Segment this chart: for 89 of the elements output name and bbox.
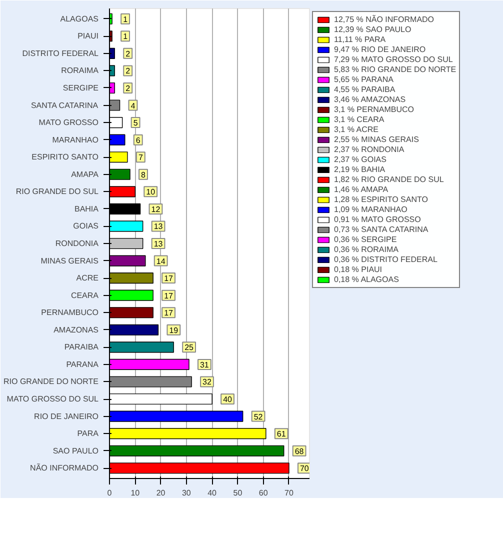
legend-label: 1,09 % MARANHAO — [334, 205, 408, 214]
data-label: 2 — [126, 49, 131, 58]
y-tick-label: MINAS GERAIS — [40, 256, 99, 266]
y-tick-label: RORAIMA — [61, 66, 100, 76]
legend-label: 0,18 % ALAGOAS — [334, 275, 399, 284]
legend-label: 4,55 % PARAIBA — [334, 85, 396, 94]
x-tick-label: 70 — [284, 488, 294, 498]
data-label: 1 — [123, 32, 128, 42]
data-label: 8 — [141, 170, 146, 180]
legend-label: 3,1 % PERNAMBUCO — [334, 105, 414, 114]
y-tick-label: PIAUI — [78, 32, 99, 41]
legend-label: 2,55 % MINAS GERAIS — [334, 135, 419, 144]
legend-label: 3,46 % AMAZONAS — [334, 95, 406, 104]
data-label: 1 — [123, 14, 128, 24]
legend-label: 7,29 % MATO GROSSO DO SUL — [334, 55, 453, 64]
legend-label: 1,82 % RIO GRANDE DO SUL — [334, 175, 444, 184]
x-tick-label: 10 — [130, 488, 140, 498]
legend-label: 9,47 % RIO DE JANEIRO — [334, 45, 426, 54]
data-label: 17 — [164, 308, 174, 318]
y-tick-label: MATO GROSSO — [38, 118, 99, 128]
legend-label: 2,37 % RONDONIA — [334, 145, 404, 154]
data-label: 25 — [184, 343, 194, 352]
data-label: 17 — [164, 274, 174, 284]
data-label: 2 — [126, 84, 131, 93]
y-tick-label: GOIAS — [73, 222, 99, 231]
legend-label: 0,18 % PIAUI — [334, 265, 382, 274]
legend-label: 0,36 % RORAIMA — [334, 245, 398, 254]
data-label: 31 — [200, 360, 210, 370]
data-label: 17 — [164, 291, 174, 300]
data-label: 19 — [169, 326, 179, 335]
y-tick-label: ACRE — [76, 274, 99, 283]
y-tick-label: SERGIPE — [62, 83, 99, 92]
legend-label: 0,91 % MATO GROSSO — [334, 215, 421, 224]
x-tick-label: 50 — [233, 488, 243, 498]
legend-label: 1,28 % ESPIRITO SANTO — [334, 195, 428, 204]
y-tick-label: SAO PAULO — [52, 446, 99, 456]
data-label: 6 — [136, 136, 141, 145]
x-tick-label: 60 — [258, 488, 268, 498]
y-tick-label: SANTA CATARINA — [30, 100, 99, 110]
y-tick-label: AMAZONAS — [54, 325, 99, 334]
x-tick-label: 20 — [156, 488, 166, 498]
data-label: 40 — [223, 395, 233, 404]
y-tick-label: MARANHAO — [52, 135, 99, 144]
legend-label: 0,36 % SERGIPE — [334, 235, 397, 244]
legend-label: 1,46 % AMAPA — [334, 185, 388, 194]
legend-label: 5,83 % RIO GRANDE DO NORTE — [334, 65, 456, 74]
data-label: 70 — [300, 464, 310, 474]
data-label: 5 — [133, 118, 138, 128]
legend-label: 12,39 % SAO PAULO — [334, 25, 412, 34]
legend-label: 2,37 % GOIAS — [334, 155, 386, 164]
y-tick-label: PERNAMBUCO — [41, 308, 99, 318]
y-tick-label: CEARA — [70, 290, 100, 300]
y-tick-label: AMAPA — [71, 170, 100, 179]
y-tick-label: NÃO INFORMADO — [30, 462, 99, 473]
x-tick-label: 0 — [107, 488, 112, 498]
x-tick-label: 30 — [182, 488, 192, 498]
data-label: 4 — [130, 101, 136, 110]
y-tick-label: MATO GROSSO DO SUL — [6, 394, 100, 404]
x-tick-label: 40 — [208, 488, 218, 498]
y-tick-label: DISTRITO FEDERAL — [22, 48, 100, 58]
y-tick-label: PARAIBA — [64, 342, 100, 352]
data-label: 7 — [138, 153, 144, 162]
data-label: 61 — [276, 430, 286, 439]
y-tick-label: RIO DE JANEIRO — [34, 412, 98, 421]
data-label: 12 — [151, 204, 161, 214]
y-tick-label: BAHIA — [74, 204, 100, 214]
legend-label: 5,65 % PARANA — [334, 75, 394, 84]
data-label: 2 — [126, 66, 131, 76]
y-tick-label: PARANA — [66, 360, 100, 369]
legend-label: 3,1 % ACRE — [334, 125, 378, 134]
y-tick-label: ESPIRITO SANTO — [32, 152, 99, 162]
legend-label: 0,73 % SANTA CATARINA — [334, 225, 428, 234]
y-tick-label: ALAGOAS — [60, 14, 99, 24]
legend-label: 2,19 % BAHIA — [334, 165, 386, 174]
data-label: 32 — [202, 378, 212, 387]
legend-label: 0,36 % DISTRITO FEDERAL — [334, 255, 438, 264]
y-tick-label: PARA — [77, 429, 100, 438]
legend-label: 3,1 % CEARA — [334, 115, 384, 124]
data-label: 14 — [156, 256, 166, 266]
y-tick-label: RIO GRANDE DO SUL — [16, 187, 100, 196]
data-label: 52 — [254, 412, 264, 422]
data-label: 10 — [146, 188, 156, 197]
data-label: 13 — [154, 222, 164, 232]
data-label: 13 — [154, 240, 164, 248]
data-label: 68 — [294, 446, 304, 456]
y-tick-label: RIO GRANDE DO NORTE — [4, 377, 99, 386]
y-tick-label: RONDONIA — [55, 239, 100, 248]
legend-label: 11,11 % PARA — [334, 35, 386, 44]
legend-label: 12,75 % NÃO INFORMADO — [334, 15, 434, 24]
